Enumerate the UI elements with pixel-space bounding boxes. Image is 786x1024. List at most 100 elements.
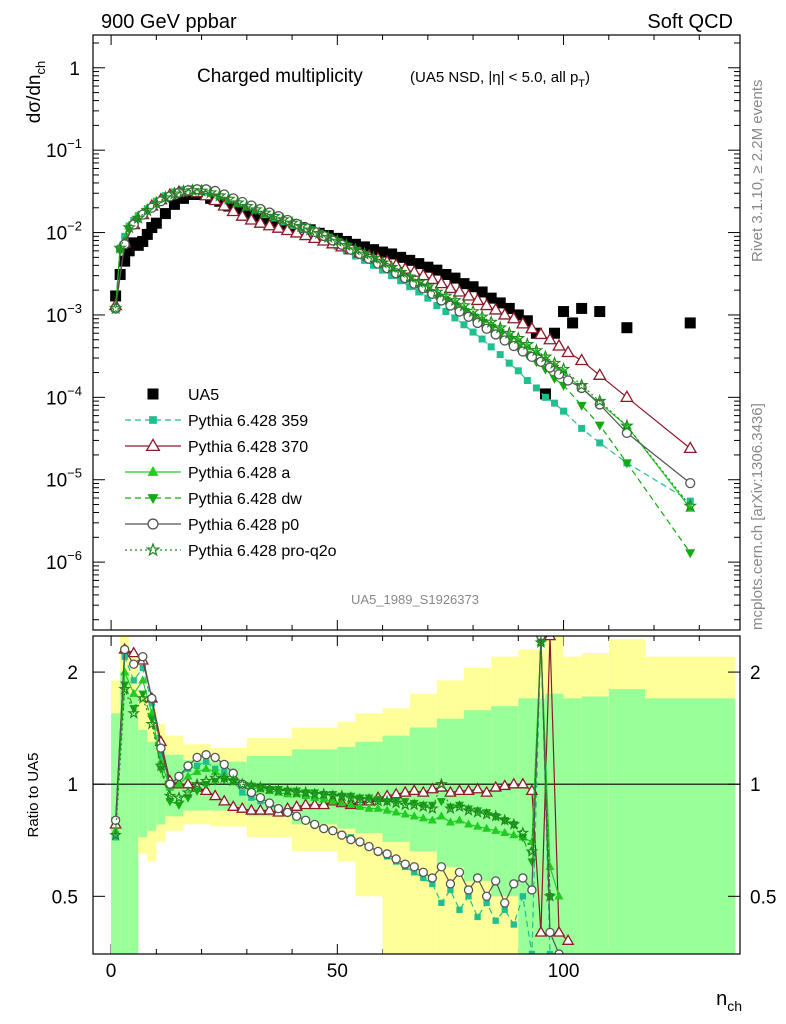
ratio-y-tick-label-right: 2 [750, 663, 761, 684]
legend-entry: Pythia 6.428 a [125, 465, 290, 482]
ratio-point [337, 830, 347, 840]
ratio-point [464, 819, 474, 828]
data-point [594, 421, 605, 431]
ratio-point [217, 771, 231, 784]
y-tick-label: 10−4 [46, 383, 82, 409]
main-frame [92, 34, 741, 631]
ratio-point [480, 785, 493, 797]
ratio-point [434, 777, 448, 790]
data-point [424, 294, 432, 302]
ratio-point [509, 879, 519, 889]
ratio-point [480, 807, 493, 820]
ratio-point [172, 790, 186, 804]
ratio-point [463, 885, 474, 895]
ratio-point [516, 826, 530, 839]
ratio-point [382, 805, 392, 814]
ratio-point [273, 803, 284, 814]
ratio-point [201, 763, 211, 772]
ratio-point [109, 828, 123, 841]
legend-label: Pythia 6.428 359 [188, 413, 308, 430]
data-point [384, 259, 399, 274]
ratio-point [163, 789, 177, 802]
data-point [141, 228, 153, 240]
data-point [123, 245, 135, 257]
data-point [514, 367, 522, 375]
ratio-point [528, 950, 536, 954]
analysis-id: UA5_1989_S1926373 [351, 592, 479, 607]
data-point [535, 356, 547, 367]
ratio-point [355, 837, 365, 847]
data-point [567, 317, 579, 329]
ratio-frame [92, 635, 741, 955]
ratio-series-pythia-6-428-pro-q2o [109, 636, 557, 902]
ratio-point [509, 830, 519, 839]
data-point [217, 198, 232, 211]
legend: UA5 Pythia 6.428 359 Pythia 6.428 370 Pythi… [125, 387, 337, 560]
data-point [543, 332, 557, 345]
ratio-point [453, 784, 466, 796]
ratio-point [462, 803, 475, 816]
data-point [506, 311, 521, 324]
data-point [397, 277, 405, 285]
ratio-point [346, 799, 356, 809]
ratio-point [193, 762, 201, 770]
ratio-point [545, 927, 555, 938]
data-point [621, 459, 632, 469]
data-point [538, 349, 553, 363]
data-point [271, 220, 286, 233]
ratio-point [507, 777, 521, 789]
data-point [357, 246, 372, 260]
data-point [176, 184, 191, 198]
data-point [529, 343, 544, 357]
data-point [113, 240, 128, 254]
ratio-point [516, 777, 530, 789]
ratio-point [416, 800, 430, 813]
ratio-point [362, 792, 376, 805]
ratio-point [382, 849, 392, 859]
ratio-point [561, 933, 575, 945]
header-right: Soft QCD [647, 11, 733, 33]
ratio-point [165, 779, 175, 789]
ratio-point [380, 794, 394, 807]
data-point [330, 233, 345, 247]
ratio-point [263, 803, 276, 815]
ratio-point [456, 906, 463, 913]
data-point [476, 286, 488, 298]
ratio-point [248, 794, 255, 801]
data-point [458, 278, 470, 290]
data-point [503, 302, 515, 314]
data-point [451, 314, 459, 322]
data-point [235, 208, 250, 221]
ratio-point [426, 782, 439, 794]
legend-label: Pythia 6.428 pro-q2o [188, 543, 337, 560]
uncertainty-band-inner [545, 693, 564, 954]
data-point [511, 331, 526, 345]
ratio-point [309, 819, 320, 830]
ratio-point [398, 785, 412, 797]
series-pythia-6-428-a [110, 183, 696, 512]
data-point [303, 222, 318, 236]
data-point [321, 229, 336, 244]
ratio-point [438, 899, 445, 907]
ratio-point [364, 841, 374, 852]
data-point [298, 228, 313, 241]
uncertainty-band-inner [644, 698, 736, 954]
data-point [122, 220, 137, 234]
ratio-point [217, 794, 231, 806]
data-point [429, 284, 444, 298]
ratio-point [210, 752, 220, 763]
ratio-point [391, 854, 401, 864]
data-point [395, 251, 407, 263]
ratio-point [490, 876, 501, 886]
ratio-point [373, 846, 383, 857]
data-point [512, 309, 524, 321]
data-point [232, 204, 244, 216]
ratio-point [254, 803, 267, 815]
ratio-point [190, 777, 204, 790]
ratio-point [454, 867, 465, 878]
ratio-point [418, 867, 428, 878]
uncertainty-band-inner [147, 741, 157, 831]
ratio-point [282, 807, 293, 818]
ratio-point [138, 651, 148, 662]
data-point [268, 216, 280, 228]
